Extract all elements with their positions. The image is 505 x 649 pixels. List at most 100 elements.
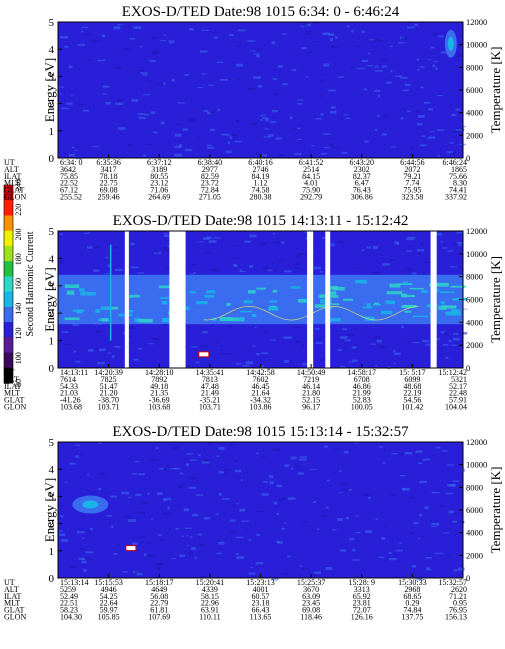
table-cell: 3417 (101, 165, 117, 174)
y2-tick-label: 8000 (466, 482, 483, 492)
y-tick-label: 3 (49, 71, 55, 83)
speckle (197, 543, 205, 546)
speckle (140, 72, 148, 75)
table-cell: 14:35:41 (196, 368, 224, 377)
speckle (442, 344, 449, 346)
high-energy-blob-core (447, 36, 454, 51)
speckle (455, 129, 463, 131)
speckle (294, 465, 301, 468)
band-patch (95, 309, 101, 313)
speckle (203, 459, 209, 462)
speckle (244, 240, 251, 243)
colorbar: 80 100 120 140 160 180 200 220 240 Second Harmoni… (3, 179, 36, 387)
speckle (105, 256, 109, 259)
speckle (415, 577, 424, 581)
speckle (351, 346, 357, 349)
colorbar-tick-label: 80 (14, 379, 23, 387)
y2-tick-label: 4000 (466, 108, 483, 118)
speckle (128, 326, 135, 329)
speckle (416, 249, 425, 252)
table-cell: 54.25 (100, 592, 118, 601)
speckle (440, 51, 447, 54)
speckle (305, 33, 311, 35)
row-label: ILAT (4, 592, 21, 601)
speckle (196, 494, 204, 496)
speckle (167, 506, 170, 510)
speckle (440, 241, 444, 243)
speckle (321, 152, 327, 155)
speckle (302, 521, 308, 523)
speckle (418, 513, 422, 517)
speckle (131, 266, 139, 269)
colorbar-frame (3, 184, 14, 384)
speckle (420, 144, 427, 147)
speckle (306, 76, 309, 78)
speckle (127, 519, 136, 522)
speckle (450, 483, 457, 487)
speckle (417, 49, 420, 51)
speckle (271, 577, 279, 581)
speckle (418, 251, 421, 255)
table-cell: 6:40:16 (248, 158, 272, 167)
speckle (446, 464, 455, 466)
band-patch (438, 305, 447, 310)
speckle (157, 567, 161, 570)
table-cell: 22.79 (150, 599, 168, 608)
table-cell: 15:12:42 (439, 368, 467, 377)
speckle (177, 102, 185, 104)
speckle (223, 468, 229, 472)
band-patch (248, 290, 256, 294)
speckle (147, 492, 150, 495)
speckle (69, 565, 78, 569)
speckle (241, 520, 249, 522)
band-patch (231, 317, 245, 322)
speckle (216, 341, 220, 343)
speckle (131, 473, 137, 475)
speckle (456, 231, 464, 234)
row-label: UT (4, 158, 15, 167)
speckle (281, 527, 286, 530)
speckle (415, 111, 420, 113)
speckle (151, 37, 158, 39)
speckle (310, 272, 317, 274)
y-axis-label: Energy [eV] (42, 478, 57, 542)
speckle (234, 140, 242, 143)
table-cell: 51.47 (100, 382, 118, 391)
speckle (372, 463, 375, 465)
speckle (293, 267, 300, 269)
table-cell: 15:13:14 (60, 578, 88, 587)
speckle (429, 131, 436, 133)
speckle (270, 120, 276, 124)
speckle (235, 45, 240, 48)
speckle (92, 145, 100, 147)
speckle (413, 521, 419, 525)
band-patch (329, 295, 339, 298)
speckle (189, 476, 196, 480)
colorbar-segment (4, 306, 13, 323)
speckle (218, 353, 225, 355)
speckle (323, 445, 328, 448)
band-patch (330, 318, 341, 322)
speckle (377, 40, 384, 42)
speckle (229, 444, 234, 446)
table-cell: 22.19 (403, 389, 421, 398)
speckle (323, 146, 330, 149)
speckle (87, 349, 94, 352)
speckle (161, 512, 170, 516)
speckle (407, 26, 415, 29)
speckle (234, 469, 242, 473)
band-patch (160, 297, 172, 299)
table-cell: 56.08 (150, 592, 168, 601)
speckle (203, 110, 209, 112)
panel-title: EXOS-D/TED Date:98 1015 6:34: 0 - 6:46:2… (122, 4, 400, 20)
table-cell: 1.12 (254, 179, 268, 188)
speckle (260, 456, 266, 458)
colorbar-tick-label: 180 (14, 253, 23, 265)
table-cell: 21.80 (302, 389, 320, 398)
y-tick-label: 5 (49, 437, 55, 449)
speckle (276, 513, 279, 515)
table-cell: 103.71 (98, 403, 120, 412)
panel-2: EXOS-D/TED Date:98 1015 14:13:11 - 15:12… (4, 213, 503, 412)
speckle (229, 530, 236, 533)
speckle (253, 76, 261, 79)
